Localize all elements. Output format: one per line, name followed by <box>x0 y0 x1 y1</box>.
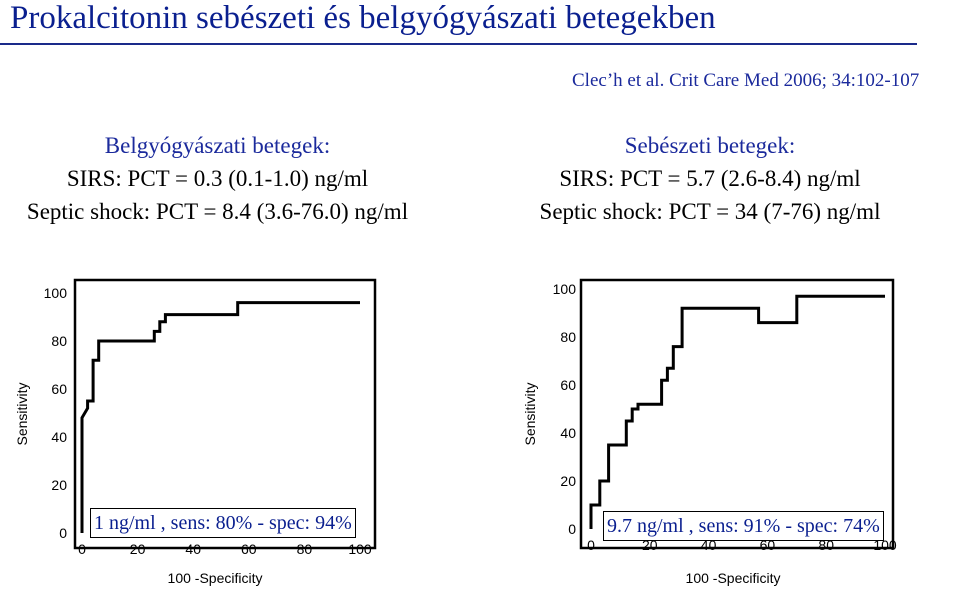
left-panel-sirs: SIRS: PCT = 0.3 (0.1-1.0) ng/ml <box>66 166 369 191</box>
left-roc-ytick: 100 <box>44 285 68 301</box>
right-panel-septic-shock: Septic shock: PCT = 34 (7-76) ng/ml <box>539 199 881 224</box>
left-roc-xlabel: 100 -Specificity <box>168 570 263 586</box>
left-cutoff-callout: 1 ng/ml , sens: 80% - spec: 94% <box>90 508 356 538</box>
right-roc-ytick: 20 <box>560 473 576 489</box>
right-roc-ytick: 0 <box>568 521 576 537</box>
right-roc-ytick: 100 <box>553 281 577 297</box>
right-roc-curve <box>589 294 885 529</box>
left-roc-ytick: 20 <box>51 477 67 493</box>
right-panel-summary: Sebészeti betegek: SIRS: PCT = 5.7 (2.6-… <box>495 129 925 228</box>
left-panel-heading: Belgyógyászati betegek: <box>104 133 331 158</box>
left-roc-ylabel: Sensitivity <box>14 382 30 445</box>
left-roc-plot-frame <box>73 278 377 550</box>
right-cutoff-callout: 9.7 ng/ml , sens: 91% - spec: 74% <box>603 511 884 541</box>
left-panel-summary: Belgyógyászati betegek: SIRS: PCT = 0.3 … <box>0 129 435 228</box>
title-divider <box>0 43 917 45</box>
citation: Clec’h et al. Crit Care Med 2006; 34:102… <box>572 70 920 91</box>
right-roc-ytick: 80 <box>560 329 576 345</box>
right-roc-xlabel: 100 -Specificity <box>686 570 781 586</box>
left-panel-septic-shock: Septic shock: PCT = 8.4 (3.6-76.0) ng/ml <box>26 199 409 224</box>
right-panel-sirs: SIRS: PCT = 5.7 (2.6-8.4) ng/ml <box>559 166 861 191</box>
left-roc-ytick: 60 <box>51 381 67 397</box>
left-roc-ytick: 0 <box>59 525 67 541</box>
page-title: Prokalcitonin sebészeti és belgyógyászat… <box>10 0 716 36</box>
right-roc-plot-frame <box>579 278 895 550</box>
left-roc-ytick: 80 <box>51 333 67 349</box>
right-roc-ytick: 60 <box>560 377 576 393</box>
right-roc-ylabel: Sensitivity <box>522 382 538 445</box>
left-roc-curve <box>80 301 360 533</box>
right-roc-xtick: 0 <box>587 537 595 553</box>
right-roc-ytick: 40 <box>560 425 576 441</box>
left-roc-ytick: 40 <box>51 429 67 445</box>
right-panel-heading: Sebészeti betegek: <box>624 133 796 158</box>
